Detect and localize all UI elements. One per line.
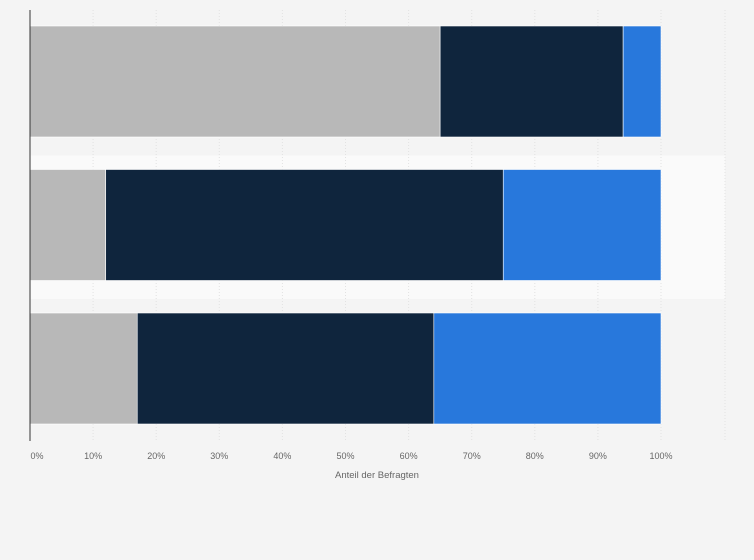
x-tick-label-7: 70% [463,451,481,461]
bar-row2-segment3 [502,169,662,281]
bar-row3-segment3 [433,312,662,425]
bar-row1-segment2 [439,25,624,138]
x-tick-labels: 0% 10% 20% 30% 40% 50% 60% 70% 80% 90% 100% [30,451,672,461]
x-tick-label-2: 20% [147,451,165,461]
x-tick-label-6: 60% [400,451,418,461]
x-tick-label-9: 90% [589,451,607,461]
bar-row2-segment1 [29,169,107,281]
bar-row2-segment2 [105,169,504,281]
x-tick-label-10: 100% [649,451,672,461]
x-tick-label-3: 30% [210,451,228,461]
x-axis-title: Anteil der Befragten [335,470,419,481]
bars [29,25,662,425]
x-tick-label-4: 40% [273,451,291,461]
x-tick-label-8: 80% [526,451,544,461]
bar-row3-segment1 [29,312,138,425]
bar-row1-segment3 [622,25,662,138]
x-tick-label-1: 10% [84,451,102,461]
bar-row3-segment2 [136,312,435,425]
bar-row1-segment1 [29,25,441,138]
x-tick-label-5: 50% [336,451,354,461]
x-tick-label-0: 0% [30,451,43,461]
